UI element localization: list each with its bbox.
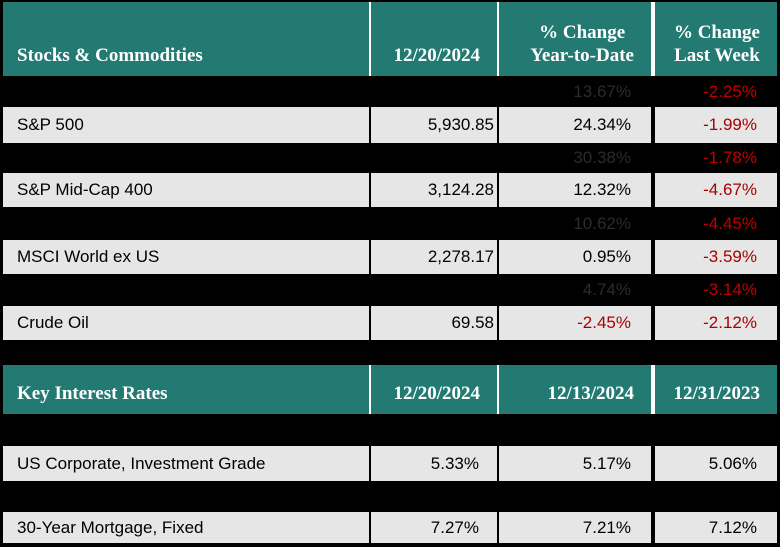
week-column-header: % Change Last Week <box>655 2 777 76</box>
hidden-data-row: 10.62% -4.45% <box>3 207 777 240</box>
column-divider <box>369 240 371 274</box>
rate-cell: 7.12% <box>708 517 757 537</box>
hidden-data-row: 30.38% -1.78% <box>3 143 777 173</box>
column-divider <box>369 2 371 76</box>
column-divider <box>497 2 499 76</box>
stocks-section-title: Stocks & Commodities <box>17 45 203 66</box>
hidden-data-row: 13.67% -2.25% <box>3 76 777 107</box>
hidden-data-row: 4.74% -3.14% <box>3 274 777 306</box>
week-header-line2: Last Week <box>674 45 760 66</box>
column-divider <box>651 2 655 76</box>
column-divider <box>497 240 499 274</box>
column-divider <box>497 365 499 414</box>
column-divider <box>497 306 499 340</box>
week-cell: -3.59% <box>703 247 757 266</box>
price-cell <box>371 207 497 240</box>
ytd-cell: 4.74% <box>582 280 631 299</box>
rates-header-row: Key Interest Rates 12/20/2024 12/13/2024… <box>3 365 777 414</box>
ytd-cell: 12.32% <box>573 180 631 199</box>
stocks-date-header: 12/20/2024 <box>393 45 480 66</box>
rates-date1-header: 12/20/2024 <box>393 383 480 404</box>
stocks-header-row: Stocks & Commodities 12/20/2024 % Change… <box>3 2 777 76</box>
ytd-cell: 30.38% <box>573 148 631 167</box>
rate-cell: 5.06% <box>708 453 757 473</box>
ytd-cell: 0.95% <box>582 247 631 266</box>
price-cell <box>371 143 497 173</box>
row-label-cell <box>3 76 369 107</box>
price-cell: 5,930.85 <box>427 115 494 134</box>
rate-cell: 7.27% <box>430 517 479 537</box>
column-divider <box>651 240 655 274</box>
row-label-cell: US Corporate, Investment Grade <box>17 453 266 473</box>
spacer-row <box>3 340 777 365</box>
column-divider <box>651 512 655 543</box>
column-divider <box>369 173 371 207</box>
ytd-cell: 13.67% <box>573 81 631 101</box>
week-cell: -1.99% <box>703 115 757 134</box>
ytd-column-header: % Change Year-to-Date <box>499 2 651 76</box>
column-divider <box>497 446 499 481</box>
table-row-msci: MSCI World ex US 2,278.17 0.95% -3.59% <box>3 240 777 274</box>
price-cell: 69.58 <box>451 313 494 332</box>
week-column-header-text: % Change Last Week <box>674 21 760 67</box>
price-cell <box>371 76 497 107</box>
ytd-header-line1: % Change <box>539 22 626 43</box>
week-cell: -2.25% <box>703 81 757 101</box>
row-label-cell <box>3 274 369 306</box>
ytd-column-header-text: % Change Year-to-Date <box>530 21 634 67</box>
week-header-line1: % Change <box>673 22 760 43</box>
row-label-cell: MSCI World ex US <box>17 247 160 266</box>
column-divider <box>497 173 499 207</box>
price-cell: 2,278.17 <box>427 247 494 266</box>
column-divider <box>369 446 371 481</box>
table-row-sp500: S&P 500 5,930.85 24.34% -1.99% <box>3 107 777 143</box>
week-cell: -4.45% <box>703 213 757 233</box>
column-divider <box>369 306 371 340</box>
ytd-cell: 24.34% <box>573 115 631 134</box>
row-label-cell: S&P 500 <box>17 115 84 134</box>
rates-section-title: Key Interest Rates <box>17 383 168 404</box>
column-divider <box>369 512 371 543</box>
column-divider <box>369 107 371 143</box>
column-divider <box>651 446 655 481</box>
week-cell: -4.67% <box>703 180 757 199</box>
column-divider <box>651 365 655 414</box>
ytd-cell: -2.45% <box>577 313 631 332</box>
column-divider <box>651 306 655 340</box>
spacer-row <box>3 414 777 446</box>
row-label-cell: Crude Oil <box>17 313 89 332</box>
price-cell: 3,124.28 <box>427 180 494 199</box>
rate-cell: 5.33% <box>430 453 479 473</box>
rate-cell: 7.21% <box>582 517 631 537</box>
row-label-cell: 30-Year Mortgage, Fixed <box>17 517 204 537</box>
week-cell: -3.14% <box>703 280 757 299</box>
price-cell <box>371 274 497 306</box>
row-label-cell <box>3 143 369 173</box>
week-cell: -1.78% <box>703 148 757 167</box>
row-label-cell <box>3 207 369 240</box>
rate-cell: 5.17% <box>582 453 631 473</box>
table-row-crude-oil: Crude Oil 69.58 -2.45% -2.12% <box>3 306 777 340</box>
rates-date2-header: 12/13/2024 <box>547 383 634 404</box>
column-divider <box>497 107 499 143</box>
rates-date3-header: 12/31/2023 <box>673 383 760 404</box>
table-row-mortgage: 30-Year Mortgage, Fixed 7.27% 7.21% 7.12… <box>3 512 777 543</box>
column-divider <box>369 365 371 414</box>
spacer-row <box>3 481 777 512</box>
ytd-header-line2: Year-to-Date <box>530 45 634 66</box>
column-divider <box>651 107 655 143</box>
column-divider <box>497 512 499 543</box>
column-divider <box>651 173 655 207</box>
ytd-cell: 10.62% <box>573 213 631 233</box>
table-row-midcap: S&P Mid-Cap 400 3,124.28 12.32% -4.67% <box>3 173 777 207</box>
week-cell: -2.12% <box>703 313 757 332</box>
row-label-cell: S&P Mid-Cap 400 <box>17 180 153 199</box>
table-row-us-corporate: US Corporate, Investment Grade 5.33% 5.1… <box>3 446 777 481</box>
